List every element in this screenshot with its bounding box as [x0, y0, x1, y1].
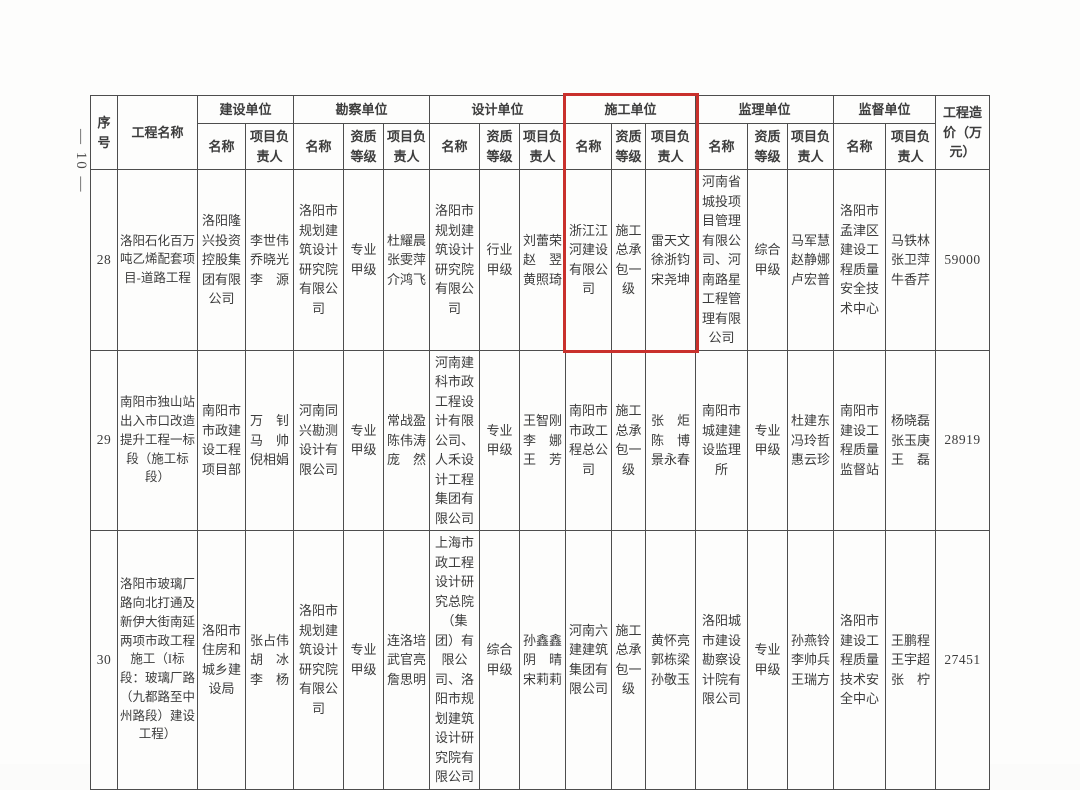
header-cost: 工程造价（万元） — [935, 95, 990, 170]
r28-kancha-manager: 杜耀晨 张雯萍 介鸿飞 — [383, 169, 430, 351]
group-header-sheji: 设计单位 — [429, 95, 566, 124]
r30-sheji-grade: 综合甲级 — [479, 530, 520, 790]
table-row-29: 29 南阳市独山站出入市口改造提升工程一标段（施工标段） 南阳市市政建设工程项目… — [90, 349, 990, 531]
r29-sheji-grade: 专业甲级 — [479, 349, 520, 531]
r29-shigong-manager: 张 炬 陈 博 景永春 — [645, 349, 696, 531]
r30-jiandu-name: 洛阳市建设工程质量技术安全中心 — [833, 530, 886, 790]
r30-shigong-name: 河南六建建筑集团有限公司 — [565, 530, 612, 790]
subheader-kancha-name: 名称 — [293, 123, 344, 170]
subheader-shigong-name: 名称 — [565, 123, 612, 170]
r29-jianshe-name: 南阳市市政建设工程项目部 — [197, 349, 246, 531]
r29-shigong-name: 南阳市市政工程总公司 — [565, 349, 612, 531]
subheader-jiandu-manager: 项目负责人 — [885, 123, 936, 170]
subheader-sheji-grade: 资质等级 — [479, 123, 520, 170]
r29-kancha-manager: 常战盈 陈伟涛 庞 然 — [383, 349, 430, 531]
r28-kancha-name: 洛阳市规划建筑设计研究院有限公司 — [293, 169, 344, 351]
r30-no: 30 — [90, 530, 118, 790]
r29-project-name: 南阳市独山站出入市口改造提升工程一标段（施工标段） — [117, 349, 198, 531]
r28-jianshe-manager: 李世伟 乔晓光 李 源 — [245, 169, 294, 351]
table-row-30: 30 洛阳市玻璃厂路向北打通及新伊大街南延两项市政工程施工（I标段：玻璃厂路（九… — [90, 530, 990, 790]
r30-project-name: 洛阳市玻璃厂路向北打通及新伊大街南延两项市政工程施工（I标段：玻璃厂路（九都路至… — [117, 530, 198, 790]
r29-kancha-grade: 专业甲级 — [343, 349, 384, 531]
r28-jianli-manager: 马军慧 赵静娜 卢宏普 — [787, 169, 834, 351]
r28-shigong-manager: 雷天文 徐浙钧 宋尧坤 — [645, 169, 696, 351]
r30-sheji-manager: 孙鑫鑫 阴 晴 宋莉莉 — [519, 530, 566, 790]
r29-sheji-name: 河南建科市政工程设计有限公司、人禾设计工程集团有限公司 — [429, 349, 480, 531]
r28-shigong-name: 浙江江河建设有限公司 — [565, 169, 612, 351]
r28-sheji-manager: 刘蕾荣 赵 翌 黄照琦 — [519, 169, 566, 351]
r30-jianli-grade: 专业甲级 — [747, 530, 788, 790]
r29-kancha-name: 河南同兴勘测设计有限公司 — [293, 349, 344, 531]
r28-project-name: 洛阳石化百万吨乙烯配套项目-道路工程 — [117, 169, 198, 351]
subheader-sheji-name: 名称 — [429, 123, 480, 170]
subheader-jianli-grade: 资质等级 — [747, 123, 788, 170]
subheader-jianli-manager: 项目负责人 — [787, 123, 834, 170]
r30-kancha-manager: 连洛培 武官亮 詹思明 — [383, 530, 430, 790]
r29-jianli-name: 南阳市城建建设监理所 — [695, 349, 748, 531]
r28-jianshe-name: 洛阳隆兴投资控股集团有限公司 — [197, 169, 246, 351]
page-number: — 10 — — [73, 129, 89, 194]
r30-jianshe-name: 洛阳市住房和城乡建设局 — [197, 530, 246, 790]
r30-jianli-manager: 孙燕铃 李帅兵 王瑞方 — [787, 530, 834, 790]
r28-sheji-name: 洛阳市规划建筑设计研究院有限公司 — [429, 169, 480, 351]
r30-kancha-name: 洛阳市规划建筑设计研究院有限公司 — [293, 530, 344, 790]
r29-jiandu-name: 南阳市建设工程质量监督站 — [833, 349, 886, 531]
group-header-kancha: 勘察单位 — [293, 95, 430, 124]
subheader-kancha-grade: 资质等级 — [343, 123, 384, 170]
r29-shigong-grade: 施工总承包一级 — [611, 349, 646, 531]
subheader-shigong-grade: 资质等级 — [611, 123, 646, 170]
group-header-jianli: 监理单位 — [695, 95, 834, 124]
subheader-sheji-manager: 项目负责人 — [519, 123, 566, 170]
r30-shigong-manager: 黄怀亮 郭栋梁 孙敬玉 — [645, 530, 696, 790]
r28-jiandu-name: 洛阳市孟津区建设工程质量安全技术中心 — [833, 169, 886, 351]
r30-jiandu-manager: 王鹏程 王宇超 张 柠 — [885, 530, 936, 790]
r28-jiandu-manager: 马铁林 张卫萍 牛香芹 — [885, 169, 936, 351]
r30-kancha-grade: 专业甲级 — [343, 530, 384, 790]
r28-jianli-name: 河南省城投项目管理有限公司、河南路星工程管理有限公司 — [695, 169, 748, 351]
subheader-jianshe-manager: 项目负责人 — [245, 123, 294, 170]
group-header-shigong: 施工单位 — [565, 95, 696, 124]
subheader-jianli-name: 名称 — [695, 123, 748, 170]
r28-jianli-grade: 综合甲级 — [747, 169, 788, 351]
document-page: — 10 — 序号 工程名称 建设单位 勘察单位 设计单位 施工单位 监理单位 … — [73, 92, 990, 790]
header-project: 工程名称 — [117, 95, 198, 170]
r29-jiandu-manager: 杨晓磊 张玉庚 王 磊 — [885, 349, 936, 531]
group-header-jiandu: 监督单位 — [833, 95, 936, 124]
table-row-28: 28 洛阳石化百万吨乙烯配套项目-道路工程 洛阳隆兴投资控股集团有限公司 李世伟… — [90, 169, 990, 351]
r28-kancha-grade: 专业甲级 — [343, 169, 384, 351]
project-table: 序号 工程名称 建设单位 勘察单位 设计单位 施工单位 监理单位 监督单位 工程… — [90, 95, 990, 790]
r29-cost: 28919 — [935, 349, 990, 531]
r30-cost: 27451 — [935, 530, 990, 790]
r30-jianli-name: 洛阳城市建设勘察设计院有限公司 — [695, 530, 748, 790]
r28-cost: 59000 — [935, 169, 990, 351]
subheader-shigong-manager: 项目负责人 — [645, 123, 696, 170]
group-header-jianshe: 建设单位 — [197, 95, 294, 124]
r30-jianshe-manager: 张占伟 胡 冰 李 杨 — [245, 530, 294, 790]
subheader-jiandu-name: 名称 — [833, 123, 886, 170]
r28-no: 28 — [90, 169, 118, 351]
r29-sheji-manager: 王智刚 李 娜 王 芳 — [519, 349, 566, 531]
r30-shigong-grade: 施工总承包一级 — [611, 530, 646, 790]
r28-shigong-grade: 施工总承包一级 — [611, 169, 646, 351]
r29-no: 29 — [90, 349, 118, 531]
subheader-kancha-manager: 项目负责人 — [383, 123, 430, 170]
r28-sheji-grade: 行业甲级 — [479, 169, 520, 351]
r29-jianshe-manager: 万 钊 马 帅 倪相娟 — [245, 349, 294, 531]
r29-jianli-manager: 杜建东 冯玲哲 惠云珍 — [787, 349, 834, 531]
subheader-jianshe-name: 名称 — [197, 123, 246, 170]
r30-sheji-name: 上海市政工程设计研究总院（集团）有限公司、洛阳市规划建筑设计研究院有限公司 — [429, 530, 480, 790]
header-index: 序号 — [90, 95, 118, 170]
r29-jianli-grade: 专业甲级 — [747, 349, 788, 531]
